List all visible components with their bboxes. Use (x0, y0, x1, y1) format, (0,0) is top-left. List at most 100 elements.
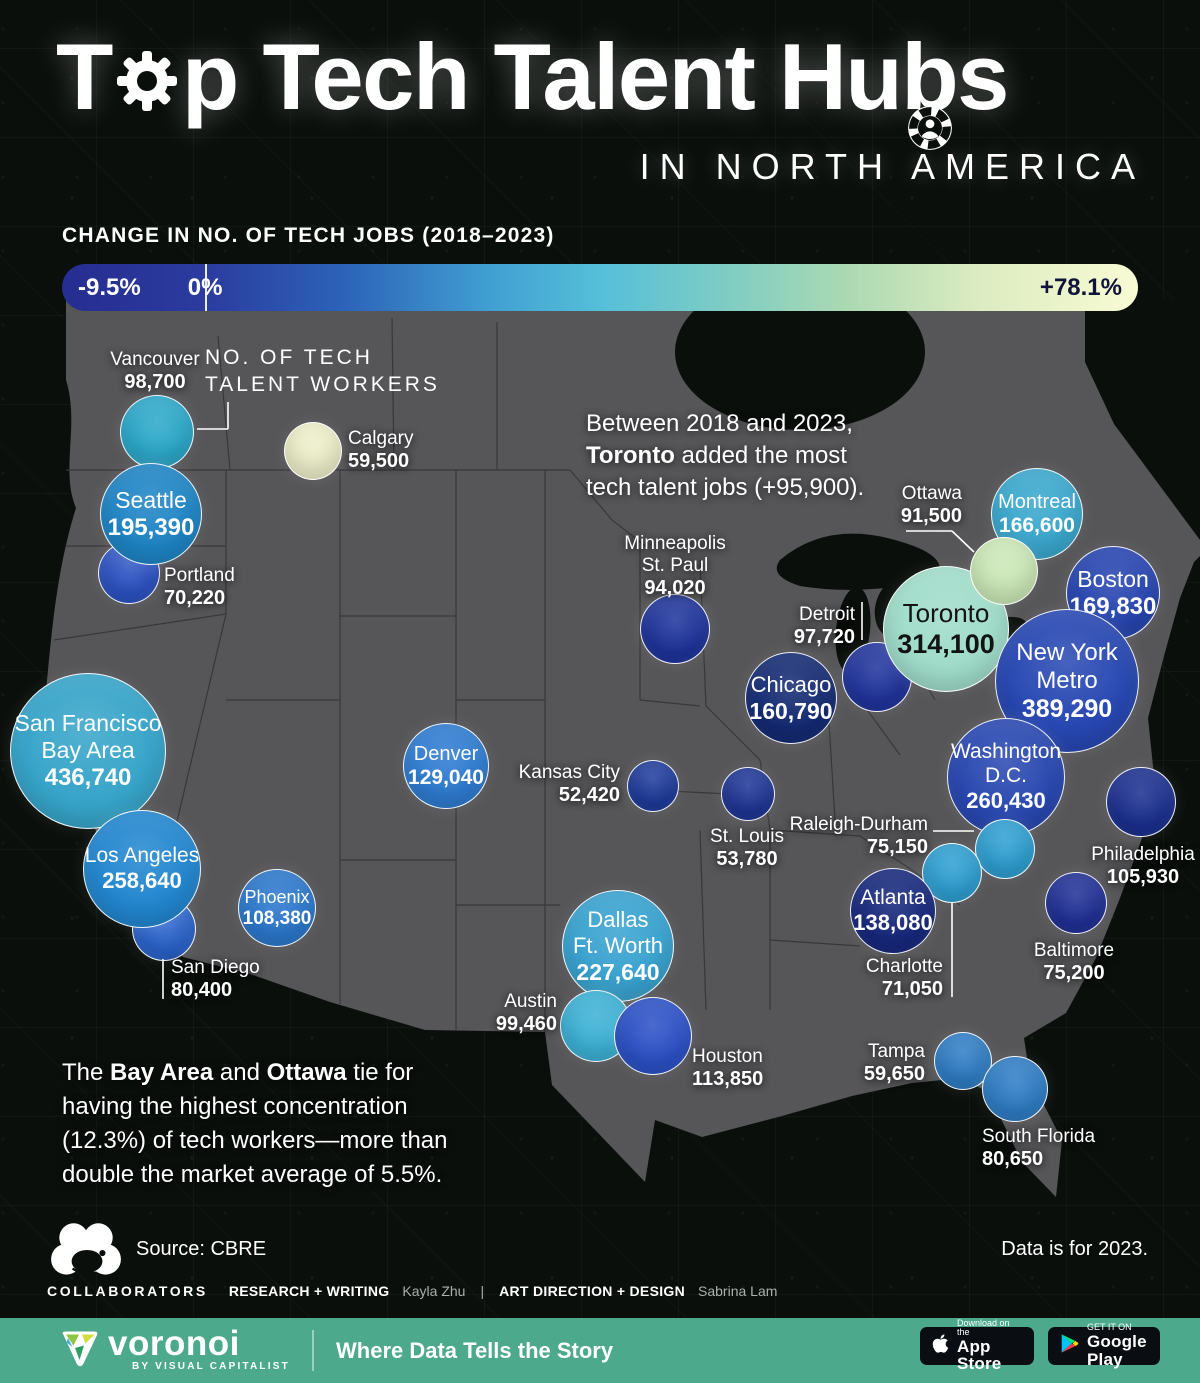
brand-divider (312, 1330, 314, 1371)
city-value: 258,640 (102, 868, 182, 893)
city-name: St. Paul (641, 555, 709, 577)
city-bubble-atlanta: Atlanta 138,080 (850, 868, 936, 954)
city-bubble-san-francisco-bay-area: San Francisco Bay Area 436,740 (10, 673, 166, 829)
city-value: 195,390 (107, 513, 195, 541)
city-bubble-philadelphia (1106, 767, 1176, 837)
city-label-austin: Austin 99,460 (496, 991, 557, 1036)
city-value: 80,400 (171, 979, 233, 1002)
voronoi-byline: BY VISUAL CAPITALIST (132, 1361, 290, 1372)
city-value: 99,460 (495, 1013, 557, 1036)
city-bubble-washington-d-c: Washington D.C. 260,430 (947, 718, 1065, 836)
city-name: Chicago (750, 671, 832, 697)
city-name: Minneapolis (624, 533, 726, 554)
bay-area-annotation: The Bay Area and Ottawa tie for having t… (62, 1059, 448, 1188)
city-name: Vancouver (110, 349, 200, 370)
city-value: 75,200 (1043, 962, 1105, 985)
city-bubble-phoenix: Phoenix 108,380 (238, 869, 316, 947)
app-store-badge[interactable]: Download on the App Store (920, 1318, 1034, 1373)
city-label-south-florida: South Florida 80,650 (982, 1126, 1095, 1171)
city-name: Toronto (902, 598, 990, 628)
city-value: 75,150 (866, 836, 928, 859)
city-value: 108,380 (242, 907, 312, 929)
page-subtitle: IN NORTH AMERICA (639, 146, 1145, 187)
city-name: Washington (950, 740, 1062, 763)
city-bubble-tampa (934, 1032, 992, 1090)
city-bubble-houston (614, 997, 692, 1075)
color-legend-gradient-bar: -9.5% 0% +78.1% (62, 264, 1138, 311)
source-text: Source: CBRE (136, 1238, 267, 1260)
city-label-houston: Houston 113,850 (692, 1046, 763, 1091)
city-label-raleigh-durham: Raleigh-Durham 75,150 (790, 814, 928, 859)
city-value: 389,290 (1021, 694, 1113, 723)
hub-people-icon (906, 73, 954, 150)
collaborators-label: COLLABORATORS (47, 1283, 208, 1299)
city-bubble-south-florida (982, 1056, 1048, 1122)
city-name: Houston (692, 1046, 763, 1067)
city-name: Bay Area (41, 737, 135, 763)
art-direction-label: ART DIRECTION + DESIGN (499, 1283, 686, 1299)
city-bubble-denver: Denver 129,040 (403, 723, 489, 809)
city-name: San Francisco (14, 710, 162, 736)
google-play-badge[interactable]: GET IT ON Google Play (1048, 1322, 1160, 1368)
legend-zero-label: 0% (187, 274, 223, 301)
city-bubble-calgary (284, 422, 342, 480)
city-bubble-raleigh-durham (975, 819, 1035, 879)
city-value: 91,500 (900, 505, 962, 528)
color-legend-title: CHANGE IN NO. OF TECH JOBS (2018–2023) (62, 224, 555, 247)
city-name: Dallas (587, 906, 649, 932)
data-note: Data is for 2023. (1001, 1238, 1148, 1260)
city-value: 59,650 (863, 1063, 925, 1086)
city-name: Austin (504, 991, 557, 1012)
google-play-icon (1060, 1333, 1079, 1359)
city-label-st-louis: St. Louis 53,780 (710, 826, 784, 871)
city-name: Montreal (998, 490, 1076, 513)
city-name: Detroit (799, 604, 855, 625)
city-label-philadelphia: Philadelphia 105,930 (1091, 844, 1195, 889)
city-value: 80,650 (982, 1148, 1044, 1171)
city-name: Calgary (348, 428, 414, 449)
city-value: 113,850 (692, 1068, 764, 1091)
city-name: Raleigh-Durham (789, 814, 928, 835)
city-bubble-montreal: Montreal 166,600 (991, 468, 1083, 560)
city-value: 52,420 (558, 784, 620, 807)
city-name: Kansas City (518, 762, 620, 783)
city-value: 94,020 (644, 577, 706, 600)
size-legend-label: NO. OF TECH TALENT WORKERS (205, 346, 440, 396)
voronoi-wordmark: voronoi (108, 1324, 240, 1363)
city-name: Los Angeles (84, 844, 200, 867)
city-bubble-ottawa (970, 537, 1038, 605)
city-bubble-minneapolis-st-paul (640, 594, 710, 664)
city-label-detroit: Detroit 97,720 (794, 604, 855, 649)
city-name: Atlanta (860, 886, 926, 909)
city-name: Boston (1077, 565, 1149, 592)
city-label-vancouver: Vancouver 98,700 (110, 349, 199, 394)
city-value: 105,930 (1106, 866, 1180, 889)
city-bubble-dallas-ft-worth: Dallas Ft. Worth 227,640 (562, 890, 674, 1002)
city-name: Portland (164, 565, 235, 586)
visual-capitalist-cloud-logo-icon (51, 1223, 121, 1275)
voronoi-logo-icon (62, 1331, 98, 1367)
city-bubble-detroit (842, 642, 912, 712)
toronto-annotation: Between 2018 and 2023, Toronto added the… (586, 410, 865, 501)
city-bubble-kansas-city (627, 760, 679, 812)
city-name: D.C. (985, 764, 1027, 787)
city-bubble-st-louis (721, 767, 775, 821)
city-name: San Diego (171, 957, 260, 978)
city-bubble-los-angeles: Los Angeles 258,640 (83, 810, 201, 928)
city-label-charlotte: Charlotte 71,050 (866, 956, 943, 1001)
city-label-ottawa: Ottawa 91,500 (901, 483, 962, 528)
city-label-kansas-city: Kansas City 52,420 (519, 762, 620, 807)
city-value: 314,100 (897, 629, 995, 659)
city-name: Philadelphia (1091, 844, 1195, 865)
research-writing-person: Kayla Zhu (402, 1283, 466, 1299)
city-name: Phoenix (244, 886, 310, 907)
city-name: Seattle (115, 486, 187, 513)
city-label-minneapolis-st-paul: Minneapolis St. Paul 94,020 (624, 533, 725, 600)
title-part-4: s (957, 24, 1009, 129)
city-name: Ottawa (901, 483, 962, 504)
title-part-2: p Tech Talent Hu (181, 24, 903, 129)
city-name: Tampa (867, 1041, 925, 1062)
city-name: Charlotte (865, 956, 943, 977)
